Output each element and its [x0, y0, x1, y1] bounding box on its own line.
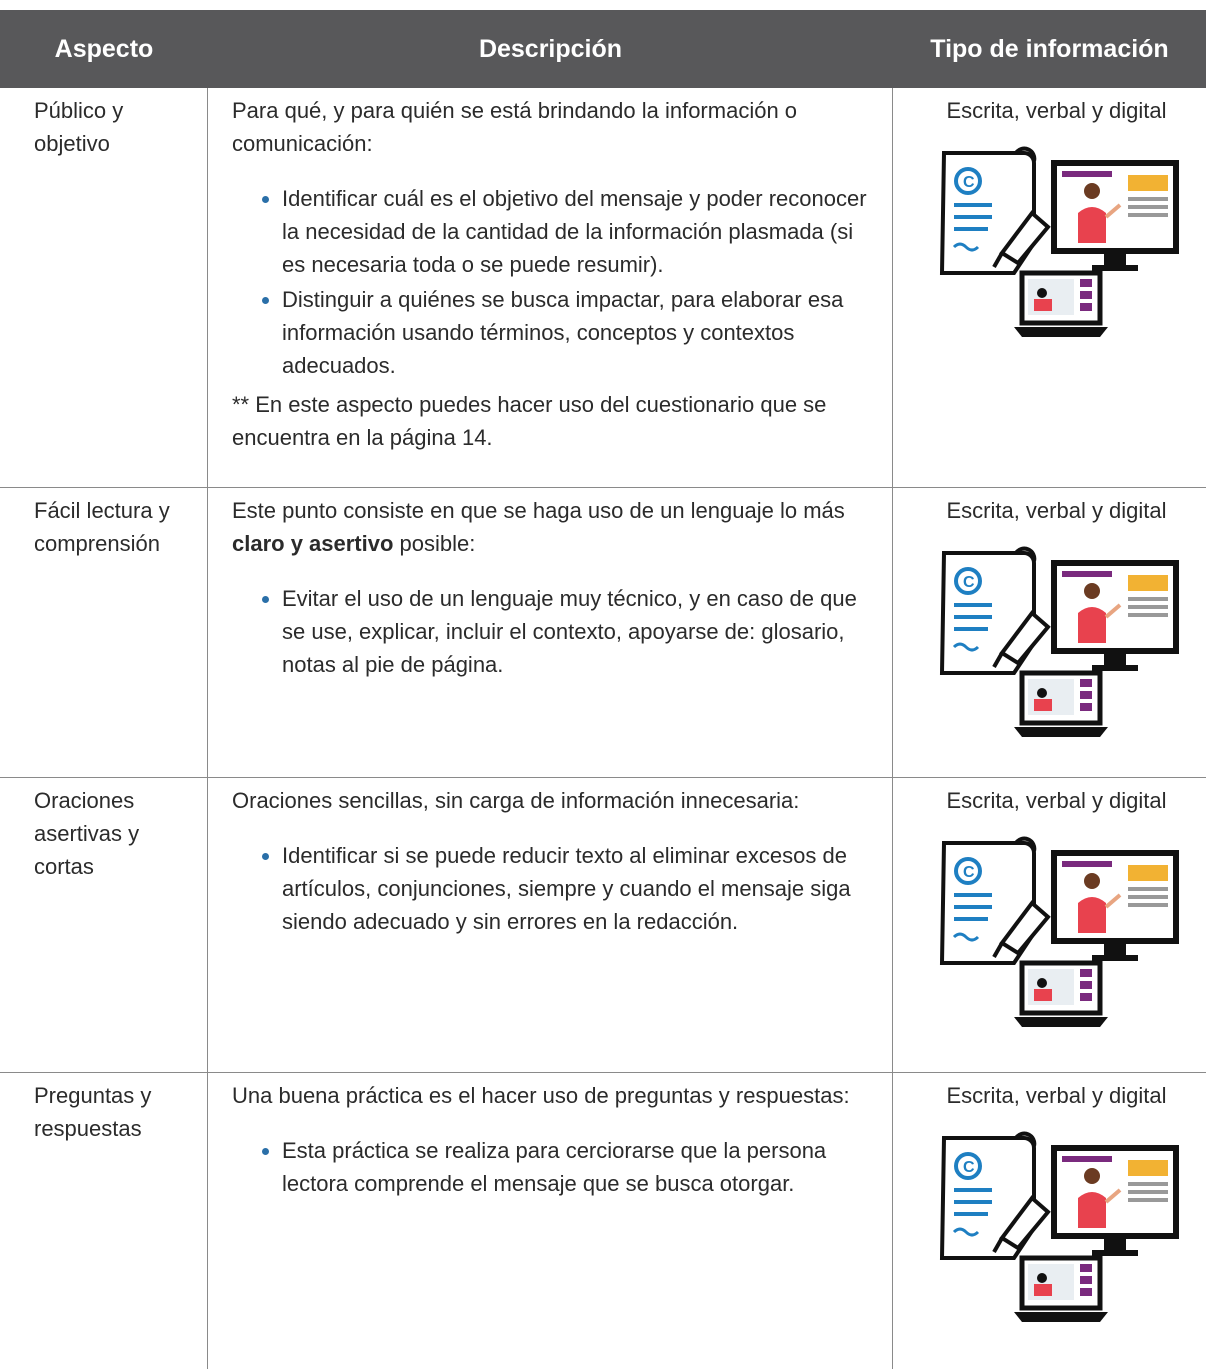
intro: Este punto consiste en que se haga uso d… — [232, 494, 878, 560]
intro-text: posible: — [393, 531, 476, 556]
bullet-list: Esta práctica se realiza para cerciorars… — [232, 1134, 878, 1200]
intro: Oraciones sencillas, sin carga de inform… — [232, 784, 878, 817]
description-cell: Para qué, y para quién se está brindando… — [208, 88, 893, 487]
media-icons — [932, 143, 1182, 343]
intro: Una buena práctica es el hacer uso de pr… — [232, 1079, 878, 1112]
type-cell: Escrita, verbal y digital — [893, 88, 1206, 487]
table-row: Preguntas y respuestas Una buena práctica… — [0, 1073, 1206, 1369]
type-text: Escrita, verbal y digital — [946, 788, 1167, 813]
table-row: Oraciones asertivas y cortas Oraciones se… — [0, 778, 1206, 1073]
intro-text: Este punto consiste en que se haga uso d… — [232, 498, 845, 523]
bullet-list: Identificar si se puede reducir texto al… — [232, 839, 878, 938]
intro-text: Para qué, y para quién se está brindando… — [232, 98, 798, 156]
intro-text: Una buena práctica es el hacer uso de pr… — [232, 1083, 850, 1108]
aspect-cell: Oraciones asertivas y cortas — [0, 778, 208, 1072]
type-text: Escrita, verbal y digital — [946, 498, 1167, 523]
aspect-cell: Fácil lectura y comprensión — [0, 488, 208, 777]
aspect-cell: Preguntas y respuestas — [0, 1073, 208, 1369]
header-cell: Aspecto — [54, 34, 154, 63]
table-row: Fácil lectura y comprensión Este punto co… — [0, 488, 1206, 778]
type-cell: Escrita, verbal y digital — [893, 488, 1206, 777]
media-icons — [932, 833, 1182, 1033]
bullet-list: Evitar el uso de un lenguaje muy técnico… — [232, 582, 878, 681]
bullet-list: Identificar cuál es el objetivo del mens… — [232, 182, 878, 382]
table: Aspecto Descripción Tipo de información … — [0, 10, 1206, 1369]
icon — [942, 149, 1176, 337]
intro: Para qué, y para quién se está brindando… — [232, 94, 878, 160]
type-text: Escrita, verbal y digital — [946, 98, 1167, 123]
description-cell: Una buena práctica es el hacer uso de pr… — [208, 1073, 893, 1369]
type-text: Escrita, verbal y digital — [946, 1083, 1167, 1108]
header-cell: Descripción — [478, 34, 623, 63]
table-body: Público y objetivo Para qué, y para quién… — [0, 88, 1206, 1369]
intro-text: claro y asertivo — [232, 531, 394, 556]
icon — [942, 839, 1176, 1027]
note: ** En este aspecto puedes hacer uso del … — [232, 392, 827, 450]
aspect-cell: Público y objetivo — [0, 88, 208, 487]
table-row: Público y objetivo Para qué, y para quién… — [0, 88, 1206, 488]
type-cell: Escrita, verbal y digital — [893, 1073, 1206, 1369]
bullet: Evitar el uso de un lenguaje muy técnico… — [282, 582, 878, 681]
media-icons — [932, 1128, 1182, 1328]
bullet: Identificar cuál es el objetivo del mens… — [282, 182, 878, 281]
header-cell: Tipo de información — [930, 34, 1169, 63]
icon — [942, 549, 1176, 737]
description-cell: Oraciones sencillas, sin carga de inform… — [208, 778, 893, 1072]
type-cell: Escrita, verbal y digital — [893, 778, 1206, 1072]
bullet: Distinguir a quiénes se busca impactar, … — [282, 283, 878, 382]
icon — [942, 1134, 1176, 1322]
bullet: Esta práctica se realiza para cerciorars… — [282, 1134, 878, 1200]
table-header: Aspecto Descripción Tipo de información — [0, 10, 1206, 88]
intro-text: Oraciones sencillas, sin carga de inform… — [232, 788, 800, 813]
description-cell: Este punto consiste en que se haga uso d… — [208, 488, 893, 777]
bullet: Identificar si se puede reducir texto al… — [282, 839, 878, 938]
media-icons — [932, 543, 1182, 743]
